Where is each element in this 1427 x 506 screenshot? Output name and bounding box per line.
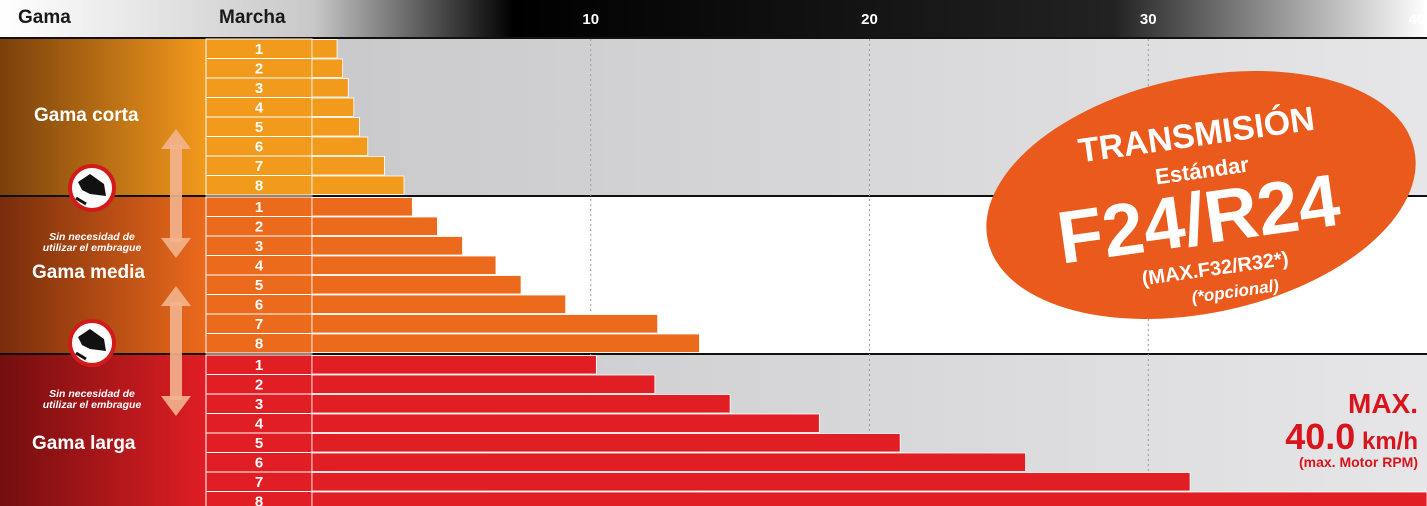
arrow-head-down bbox=[161, 396, 191, 416]
x-tick-label: 20 bbox=[861, 11, 878, 28]
boot-shape bbox=[78, 329, 106, 351]
gear-number-label: 7 bbox=[255, 316, 263, 333]
gear-number-label: 8 bbox=[255, 494, 263, 506]
speed-bar bbox=[311, 491, 1427, 506]
range-shift-arrow bbox=[161, 129, 191, 258]
clutch-note-line: Sin necesidad de bbox=[49, 388, 135, 400]
gear-number-label: 8 bbox=[255, 336, 263, 353]
speed-bar bbox=[311, 136, 369, 156]
boot-shape bbox=[78, 174, 106, 196]
gear-number-label: 7 bbox=[255, 158, 263, 175]
arrow-head-down bbox=[161, 238, 191, 258]
gear-number-label: 3 bbox=[255, 80, 263, 97]
range-shift-arrow bbox=[161, 286, 191, 416]
speed-bar bbox=[311, 413, 820, 433]
speed-bar bbox=[311, 355, 597, 375]
speed-bar bbox=[311, 175, 405, 195]
range-separator bbox=[0, 353, 1427, 355]
speed-bar bbox=[311, 197, 413, 217]
clutch-note-line: utilizar el embrague bbox=[43, 399, 142, 411]
pedal-line bbox=[75, 351, 87, 361]
range-name-label: Gama corta bbox=[34, 105, 139, 126]
gear-number-label: 1 bbox=[255, 41, 263, 58]
gear-number-label: 2 bbox=[255, 219, 263, 236]
badge-ellipse bbox=[986, 70, 1416, 320]
speed-bar bbox=[311, 39, 338, 59]
speed-bar bbox=[311, 452, 1026, 472]
gear-number-label: 7 bbox=[255, 474, 263, 491]
gear-number-label: 5 bbox=[255, 119, 263, 136]
speed-bar bbox=[311, 117, 360, 137]
gear-number-label: 6 bbox=[255, 455, 263, 472]
clutch-note-line: Sin necesidad de bbox=[49, 231, 135, 243]
speed-bar bbox=[311, 275, 522, 295]
range-name-label: Gama media bbox=[32, 262, 145, 283]
gear-number-label: 8 bbox=[255, 178, 263, 195]
speed-bar bbox=[311, 216, 438, 236]
speed-bar bbox=[311, 314, 659, 334]
arrow-shaft bbox=[170, 302, 182, 400]
max-speed-title: MAX. bbox=[1348, 388, 1418, 419]
gear-number-label: 2 bbox=[255, 61, 263, 78]
gear-number-label: 5 bbox=[255, 435, 263, 452]
gear-number-label: 6 bbox=[255, 297, 263, 314]
header-gear-label: Marcha bbox=[219, 7, 286, 28]
header-band bbox=[0, 0, 1427, 37]
speed-bar bbox=[311, 58, 344, 78]
gear-number-label: 6 bbox=[255, 139, 263, 156]
gear-number-label: 1 bbox=[255, 199, 263, 216]
speed-bar bbox=[311, 333, 700, 353]
speed-bar bbox=[311, 294, 567, 314]
arrow-head-up bbox=[161, 129, 191, 149]
speed-bar bbox=[311, 433, 901, 453]
speed-bar bbox=[311, 374, 656, 394]
gear-number-label: 4 bbox=[255, 416, 264, 433]
max-speed-unit: km/h bbox=[1355, 428, 1418, 455]
header-range-label: Gama bbox=[18, 7, 71, 28]
speed-bar bbox=[311, 236, 463, 256]
speed-bar bbox=[311, 97, 355, 117]
no-clutch-icon bbox=[68, 319, 116, 367]
pedal-line bbox=[75, 196, 87, 206]
max-speed-value: 40.0 km/h bbox=[1285, 416, 1418, 457]
gear-number-label: 4 bbox=[255, 100, 264, 117]
x-tick-label: 40 bbox=[1409, 11, 1426, 28]
range-separator bbox=[0, 195, 1427, 197]
top-separator bbox=[0, 37, 1427, 39]
speed-bar bbox=[311, 156, 385, 176]
gear-number-label: 5 bbox=[255, 277, 263, 294]
x-tick-label: 30 bbox=[1140, 11, 1157, 28]
gear-number-label: 3 bbox=[255, 238, 263, 255]
gear-number-label: 1 bbox=[255, 357, 263, 374]
speed-bar bbox=[311, 78, 349, 98]
max-speed-note: (max. Motor RPM) bbox=[1299, 454, 1418, 470]
clutch-note-line: utilizar el embrague bbox=[43, 242, 142, 254]
arrow-shaft bbox=[170, 145, 182, 242]
x-tick-label: 10 bbox=[582, 11, 599, 28]
max-speed-number: 40.0 bbox=[1285, 416, 1355, 457]
speed-bar bbox=[311, 394, 731, 414]
arrow-head-up bbox=[161, 286, 191, 306]
range-name-label: Gama larga bbox=[32, 433, 136, 454]
speed-bar bbox=[311, 472, 1191, 492]
speed-bar bbox=[311, 255, 497, 275]
gear-number-label: 4 bbox=[255, 258, 264, 275]
no-clutch-icon bbox=[68, 164, 116, 212]
gear-number-label: 3 bbox=[255, 396, 263, 413]
gear-number-label: 2 bbox=[255, 377, 263, 394]
